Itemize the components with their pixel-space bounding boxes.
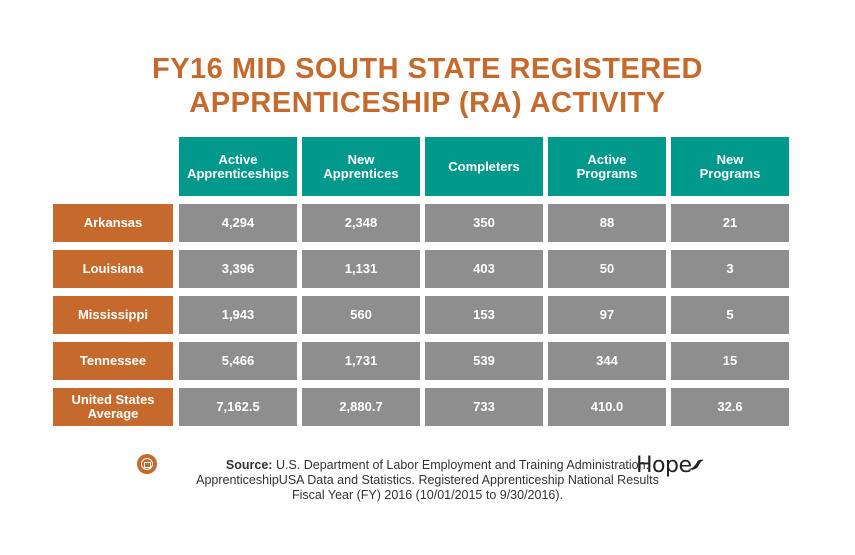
- table-cell: 4,294: [179, 204, 297, 242]
- table-cell: 50: [548, 250, 666, 288]
- table-cell: 97: [548, 296, 666, 334]
- table-cell: 350: [425, 204, 543, 242]
- table-cell: 5: [671, 296, 789, 334]
- row-label: Mississippi: [53, 296, 173, 334]
- table-cell: 15: [671, 342, 789, 380]
- source-line-1: U.S. Department of Labor Employment and …: [275, 458, 650, 472]
- table-cell: 1,731: [302, 342, 420, 380]
- row-label: Arkansas: [53, 204, 173, 242]
- table-cell: 21: [671, 204, 789, 242]
- table-cell: 2,880.7: [302, 388, 420, 426]
- logo-text: Hope: [636, 453, 692, 478]
- source-label: Source:: [225, 458, 273, 472]
- table-cell: 539: [425, 342, 543, 380]
- table-cell: 344: [548, 342, 666, 380]
- table-cell: 1,943: [179, 296, 297, 334]
- chart-title-line-2: APPRENTICESHIP (RA) ACTIVITY: [189, 87, 666, 119]
- table-cell: 1,131: [302, 250, 420, 288]
- source-line-3: Fiscal Year (FY) 2016 (10/01/2015 to 9/3…: [291, 488, 563, 502]
- table-cell: 410.0: [548, 388, 666, 426]
- table-cell: 88: [548, 204, 666, 242]
- column-header: New Apprentices: [302, 137, 420, 196]
- row-label: Tennessee: [53, 342, 173, 380]
- dove-icon: [688, 459, 704, 470]
- source-note: Source: U.S. Department of Labor Employm…: [0, 458, 855, 503]
- column-header: New Programs: [671, 137, 789, 196]
- column-header: Active Apprenticeships: [179, 137, 297, 196]
- table-cell: 7,162.5: [179, 388, 297, 426]
- table-cell: 32.6: [671, 388, 789, 426]
- table-cell: 560: [302, 296, 420, 334]
- table-cell: 5,466: [179, 342, 297, 380]
- row-label: United States Average: [53, 388, 173, 426]
- table-cell: 2,348: [302, 204, 420, 242]
- table-cell: 733: [425, 388, 543, 426]
- table-cell: 3,396: [179, 250, 297, 288]
- source-line-2: ApprenticeshipUSA Data and Statistics. R…: [196, 473, 659, 487]
- table-cell: 153: [425, 296, 543, 334]
- row-label: Louisiana: [53, 250, 173, 288]
- table-cell: 3: [671, 250, 789, 288]
- column-header: Completers: [425, 137, 543, 196]
- table-cell: 403: [425, 250, 543, 288]
- chart-title: FY16 MID SOUTH STATE REGISTERED APPRENTI…: [0, 52, 855, 120]
- column-header: Active Programs: [548, 137, 666, 196]
- chart-title-line-1: FY16 MID SOUTH STATE REGISTERED: [152, 53, 703, 85]
- hope-logo-icon: Hope: [636, 453, 716, 483]
- document-icon: [137, 454, 157, 474]
